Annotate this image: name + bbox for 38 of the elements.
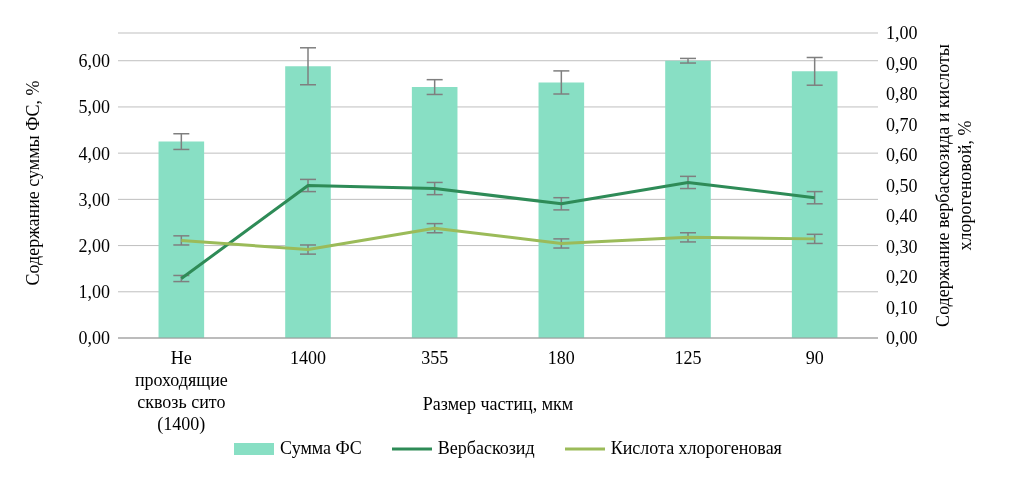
y2-tick-label: 0,80 — [886, 84, 918, 105]
legend-label: Кислота хлорогеновая — [610, 438, 782, 459]
x-axis-title: Размер частиц, мкм — [422, 394, 574, 414]
line-series — [179, 180, 817, 281]
line-series — [179, 226, 817, 252]
y-tick-label: 6,00 — [78, 51, 110, 72]
legend-label: Сумма ФС — [280, 438, 362, 459]
y-tick-label: 2,00 — [78, 235, 110, 256]
y2-tick-label: 0,60 — [886, 145, 918, 166]
bar — [538, 82, 585, 338]
y2-tick-label: 0,40 — [886, 206, 918, 227]
bar — [665, 60, 711, 338]
x-tick-label: 125 — [674, 348, 702, 368]
x-tick-label: 355 — [421, 348, 449, 368]
bar — [285, 66, 331, 338]
y2-axis-title: Содержание вербаскозида и кислоты хлорогеновой, % — [933, 44, 975, 327]
y2-tick-label: 0,30 — [886, 236, 918, 257]
y-axis-title: Содержание суммы ФС, % — [23, 80, 44, 286]
y-tick-label: 5,00 — [78, 97, 110, 118]
x-tick-label: Не проходящие сквозь сито (1400) — [134, 348, 228, 435]
y-tick-label: 3,00 — [78, 189, 110, 210]
y2-tick-label: 0,20 — [886, 267, 918, 288]
y-tick-label: 0,00 — [78, 328, 110, 349]
y2-tick-label: 0,70 — [886, 114, 918, 135]
x-tick-label: 180 — [547, 348, 575, 368]
x-tick-label: 90 — [805, 348, 824, 368]
x-tick-label: 1400 — [290, 348, 326, 368]
legend-label: Вербаскозид — [437, 438, 535, 459]
y2-tick-label: 0,10 — [886, 297, 918, 318]
y-tick-label: 4,00 — [78, 143, 110, 164]
bar — [158, 141, 205, 338]
y2-tick-label: 0,50 — [886, 175, 918, 196]
bar — [411, 87, 458, 338]
y2-tick-label: 1,00 — [886, 23, 918, 44]
y2-tick-label: 0,90 — [886, 53, 918, 74]
y-tick-label: 1,00 — [78, 282, 110, 303]
bar — [791, 71, 838, 338]
y2-tick-label: 0,00 — [886, 328, 918, 349]
